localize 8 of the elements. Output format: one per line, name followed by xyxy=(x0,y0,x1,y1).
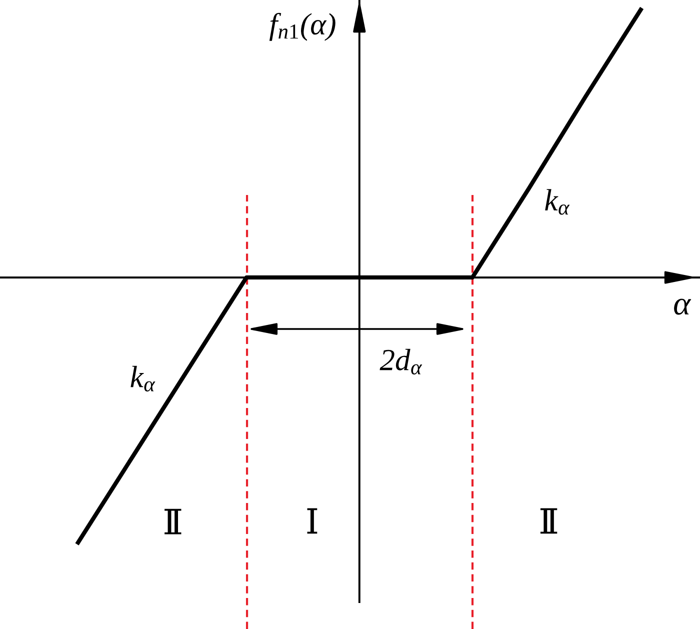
annotation: k$_{α}$ xyxy=(545,189,570,215)
annotation: k$_{α}$ xyxy=(130,366,156,392)
annotation: Ⅰ xyxy=(307,508,318,534)
x-axis-title: α xyxy=(674,298,692,315)
y-axis-title: f$_{n1}$(α) xyxy=(269,12,336,41)
annotation: Ⅱ xyxy=(540,508,558,534)
annotation: Ⅱ xyxy=(164,508,182,534)
annotation: 2d$_{α}$ xyxy=(380,348,422,375)
